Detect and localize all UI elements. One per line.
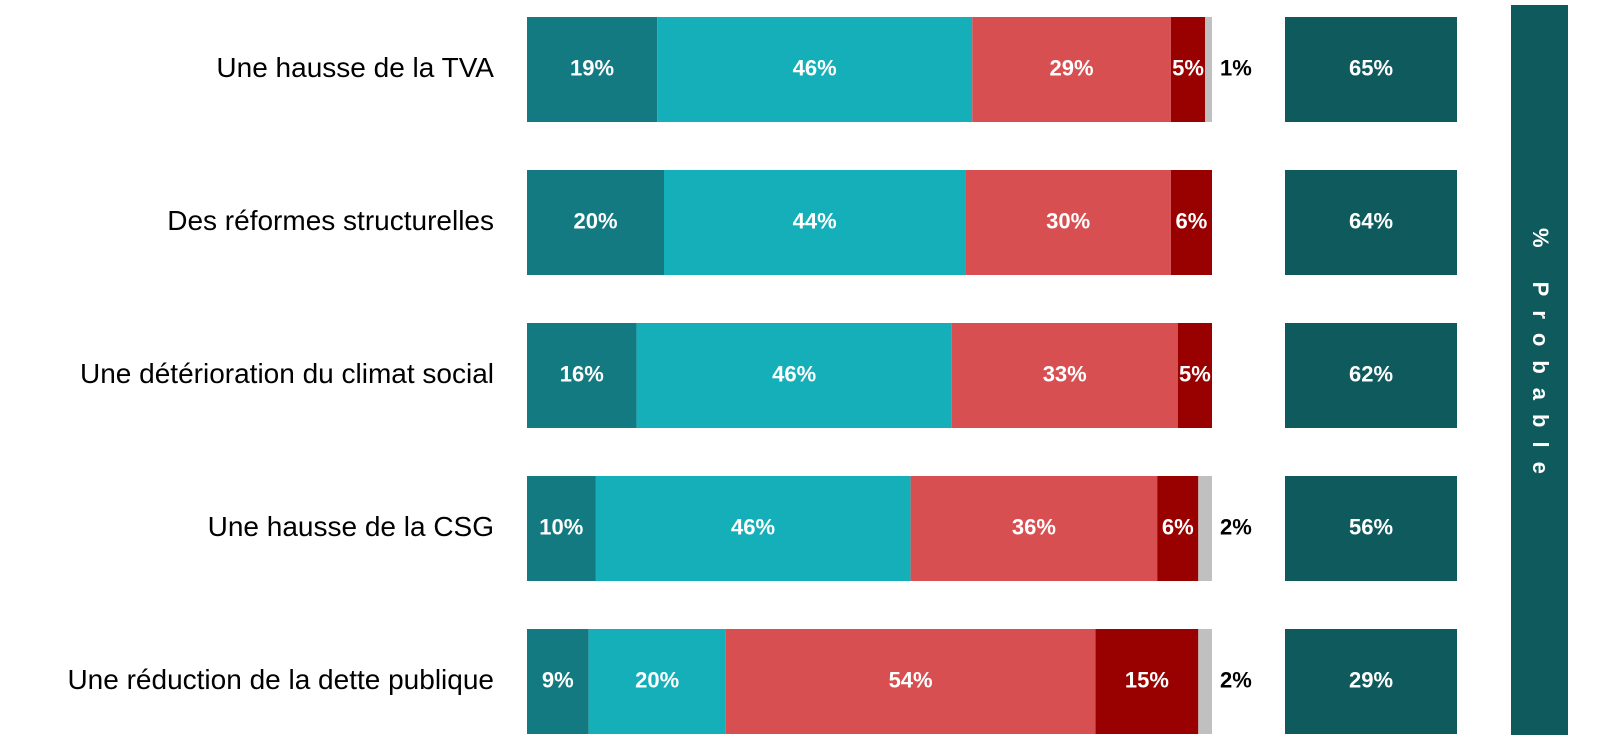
probable-label: 62%: [1349, 361, 1393, 386]
probable-box: [1285, 323, 1457, 428]
probable-box: [1285, 17, 1457, 122]
data-label: 5%: [1172, 55, 1204, 80]
bar-segment: [1170, 170, 1212, 275]
data-label: 20%: [635, 667, 679, 692]
category-label: Une hausse de la CSG: [208, 511, 494, 542]
data-label: 6%: [1162, 514, 1194, 539]
category-label: Une réduction de la dette publique: [67, 664, 494, 695]
data-label: 19%: [570, 55, 614, 80]
probable-title: % Probable: [1528, 228, 1553, 488]
probable-banner: [1511, 5, 1568, 735]
data-label: 36%: [1012, 514, 1056, 539]
bar-segment: [951, 323, 1178, 428]
bar-segment: [657, 17, 973, 122]
category-label: Des réformes structurelles: [167, 205, 494, 236]
data-label: 20%: [573, 208, 617, 233]
data-label: 2%: [1220, 667, 1252, 692]
bar-segment: [1095, 629, 1199, 734]
data-label: 1%: [1220, 55, 1252, 80]
probable-box: [1285, 476, 1457, 581]
data-label: 9%: [542, 667, 574, 692]
category-label: Une détérioration du climat social: [80, 358, 494, 389]
data-label: 10%: [539, 514, 583, 539]
data-label: 46%: [793, 55, 837, 80]
bar-segment: [588, 629, 726, 734]
data-label: 29%: [1050, 55, 1094, 80]
bar-segment: [1170, 17, 1206, 122]
bar-segment: [636, 323, 952, 428]
bar-segment: [527, 323, 637, 428]
bar-segment: [527, 629, 589, 734]
category-label: Une hausse de la TVA: [216, 52, 494, 83]
bar-segment: [965, 170, 1171, 275]
bar-segment: [527, 17, 658, 122]
data-label: 46%: [731, 514, 775, 539]
bar-segment: [1177, 323, 1212, 428]
bar-segment: [595, 476, 911, 581]
bar-segment: [1157, 476, 1199, 581]
data-label: 33%: [1043, 361, 1087, 386]
data-label: 44%: [793, 208, 837, 233]
bar-segment: [1198, 629, 1212, 734]
data-label: 54%: [889, 667, 933, 692]
bar-segment: [910, 476, 1158, 581]
data-label: 30%: [1046, 208, 1090, 233]
probable-label: 64%: [1349, 208, 1393, 233]
data-label: 2%: [1220, 514, 1252, 539]
bar-segment: [972, 17, 1171, 122]
data-label: 46%: [772, 361, 816, 386]
bar-segment: [527, 170, 664, 275]
data-label: 15%: [1125, 667, 1169, 692]
data-label: 16%: [560, 361, 604, 386]
probable-box: [1285, 629, 1457, 734]
probable-box: [1285, 170, 1457, 275]
data-label: 6%: [1176, 208, 1208, 233]
bar-segment: [725, 629, 1096, 734]
bar-segment: [1198, 476, 1212, 581]
data-label: 5%: [1179, 361, 1211, 386]
bar-segment: [1205, 17, 1212, 122]
bar-segment: [664, 170, 966, 275]
bar-segment: [527, 476, 596, 581]
probable-label: 65%: [1349, 55, 1393, 80]
probable-label: 29%: [1349, 667, 1393, 692]
probable-label: 56%: [1349, 514, 1393, 539]
